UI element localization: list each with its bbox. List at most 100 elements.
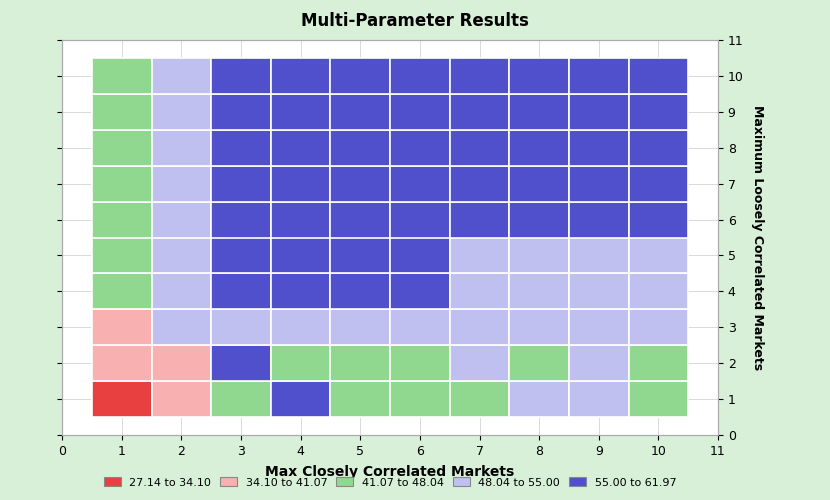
Bar [330,381,390,417]
Bar [628,381,688,417]
Bar [390,166,450,202]
Bar [450,345,510,381]
Bar [212,58,271,94]
Bar [569,166,628,202]
Bar [569,274,628,310]
Bar [330,274,390,310]
Bar [569,202,628,237]
Bar [510,274,569,310]
Bar [271,381,330,417]
Bar [510,202,569,237]
Bar [510,345,569,381]
Bar [628,202,688,237]
Bar [510,58,569,94]
Bar [92,166,152,202]
Bar [390,310,450,345]
Bar [212,310,271,345]
Bar [628,166,688,202]
Bar [152,274,212,310]
Bar [450,130,510,166]
Bar [152,345,212,381]
Bar [152,310,212,345]
Bar [92,310,152,345]
Bar [271,166,330,202]
Bar [92,94,152,130]
Bar [628,58,688,94]
Bar [450,94,510,130]
Bar [92,58,152,94]
Bar [569,381,628,417]
Bar [152,166,212,202]
Bar [569,94,628,130]
Bar [628,345,688,381]
Bar [212,381,271,417]
Bar [271,345,330,381]
Bar [212,345,271,381]
Bar [212,130,271,166]
Bar [569,58,628,94]
Bar [152,130,212,166]
Bar [510,381,569,417]
Bar [390,345,450,381]
Bar [390,381,450,417]
Bar [271,202,330,237]
Bar [330,130,390,166]
Bar [271,130,330,166]
Bar [152,58,212,94]
Bar [212,166,271,202]
Bar [92,238,152,274]
Bar [450,381,510,417]
Bar [569,130,628,166]
Bar [450,310,510,345]
Bar [152,381,212,417]
Bar [569,345,628,381]
Bar [330,58,390,94]
Bar [271,94,330,130]
Bar [212,94,271,130]
Bar [628,274,688,310]
Bar [569,238,628,274]
Bar [92,381,152,417]
Bar [212,238,271,274]
Bar [212,274,271,310]
Bar [450,58,510,94]
Bar [330,94,390,130]
Bar [510,166,569,202]
Bar [330,345,390,381]
Bar [330,166,390,202]
Legend: 27.14 to 34.10, 34.10 to 41.07, 41.07 to 48.04, 48.04 to 55.00, 55.00 to 61.97: 27.14 to 34.10, 34.10 to 41.07, 41.07 to… [100,472,681,492]
Y-axis label: Maximum Loosely Correlated Markets: Maximum Loosely Correlated Markets [751,105,764,370]
Bar [510,238,569,274]
Bar [330,202,390,237]
Bar [510,94,569,130]
Bar [390,94,450,130]
Bar [92,202,152,237]
Bar [628,310,688,345]
Bar [92,345,152,381]
Bar [390,202,450,237]
Bar [450,166,510,202]
Bar [152,94,212,130]
Bar [628,238,688,274]
Bar [628,130,688,166]
Bar [450,202,510,237]
Bar [450,274,510,310]
Bar [271,274,330,310]
Text: Multi-Parameter Results: Multi-Parameter Results [301,12,529,30]
Bar [510,130,569,166]
Bar [92,274,152,310]
Bar [510,310,569,345]
Bar [212,202,271,237]
Bar [450,238,510,274]
Bar [271,238,330,274]
Bar [330,310,390,345]
Bar [390,238,450,274]
Bar [271,58,330,94]
Bar [330,238,390,274]
X-axis label: Max Closely Correlated Markets: Max Closely Correlated Markets [266,464,515,478]
Bar [390,274,450,310]
Bar [390,58,450,94]
Bar [271,310,330,345]
Bar [152,202,212,237]
Bar [92,130,152,166]
